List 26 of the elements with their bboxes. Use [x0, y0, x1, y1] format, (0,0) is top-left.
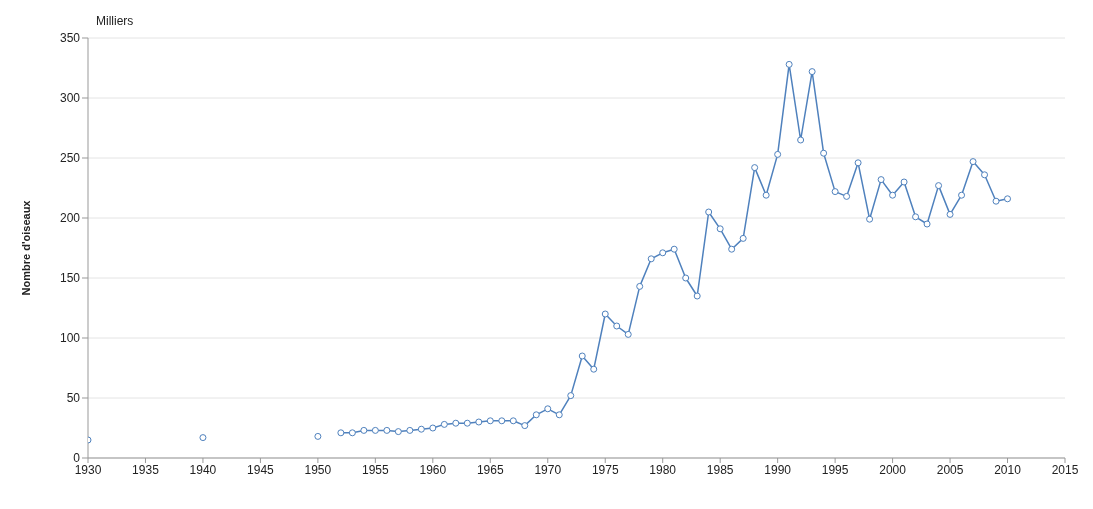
y-tick-label: 350	[59, 31, 81, 46]
x-tick-label: 1970	[534, 462, 562, 477]
x-tick-label: 1940	[189, 462, 217, 477]
x-tick-label: 1995	[821, 462, 849, 477]
y-tick-label: 100	[59, 331, 81, 346]
x-tick-label: 1950	[304, 462, 332, 477]
text: Milliers	[96, 14, 134, 28]
y-tick-label: 300	[59, 91, 81, 106]
x-tick-label: 1980	[649, 462, 677, 477]
x-tick-label: 1990	[764, 462, 792, 477]
x-tick-label: 1965	[476, 462, 504, 477]
x-tick-label: 1985	[706, 462, 734, 477]
y-tick-label: 50	[66, 391, 81, 406]
y-tick-label: 200	[59, 211, 81, 226]
y-tick-label: 150	[59, 271, 81, 286]
x-tick-label: 1960	[419, 462, 447, 477]
x-tick-label: 2015	[1051, 462, 1079, 477]
y-tick-label: 250	[59, 151, 81, 166]
x-tick-label: 2000	[879, 462, 907, 477]
x-tick-label: 1945	[247, 462, 275, 477]
x-tick-label: 2005	[936, 462, 964, 477]
x-tick-label: 1975	[591, 462, 619, 477]
y-axis-title: Nombre d'oiseaux	[19, 199, 32, 296]
x-tick-label: 1955	[362, 462, 390, 477]
x-tick-label: 2010	[994, 462, 1022, 477]
x-tick-label: 1935	[132, 462, 160, 477]
